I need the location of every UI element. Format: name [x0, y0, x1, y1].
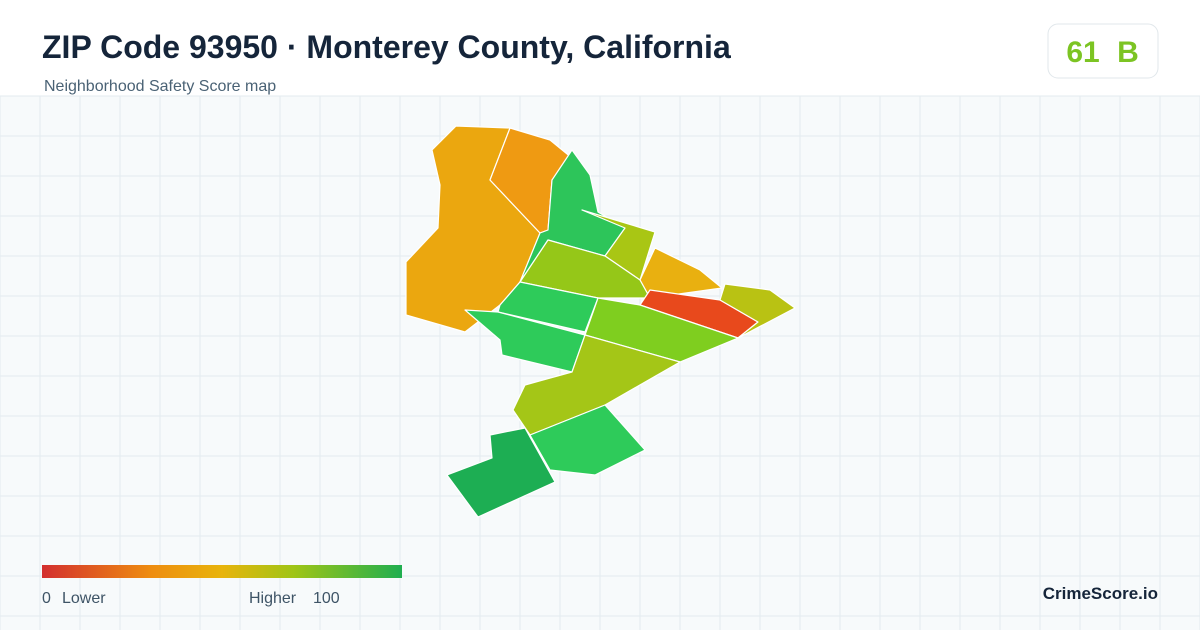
- neighborhood: [639, 247, 723, 299]
- brand: CrimeScore.io: [1043, 584, 1158, 603]
- score-value: 61: [1066, 36, 1099, 69]
- header-bg: [0, 0, 1200, 96]
- score-grade: B: [1117, 36, 1139, 69]
- neighborhood: [719, 283, 796, 339]
- neighborhood: [512, 334, 681, 436]
- neighborhood: [446, 427, 556, 518]
- neighborhood: [584, 297, 739, 363]
- legend-min-label: Lower: [62, 590, 106, 607]
- score-badge: [1047, 23, 1159, 79]
- map-grid: [0, 95, 1200, 630]
- title: ZIP Code 93950 · Monterey County, Califo…: [42, 29, 731, 65]
- subtitle: Neighborhood Safety Score map: [44, 78, 276, 95]
- legend-max-label: Higher: [249, 590, 297, 607]
- legend-max: 100: [313, 590, 340, 607]
- zip-map: [405, 125, 796, 518]
- neighborhood: [529, 404, 646, 476]
- legend-min: 0: [42, 590, 51, 607]
- legend-bar: [42, 565, 402, 578]
